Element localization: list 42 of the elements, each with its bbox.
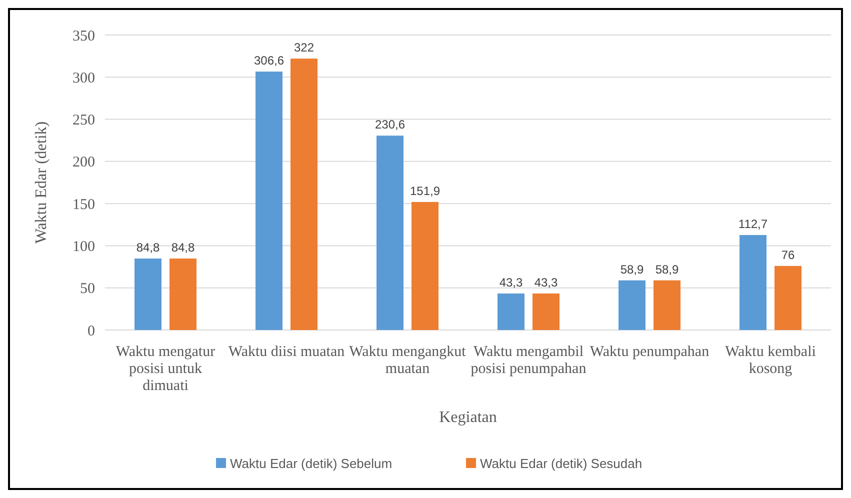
data-label: 112,7 [738, 217, 768, 232]
data-label: 58,9 [655, 262, 679, 276]
bar [532, 294, 560, 330]
y-tick-label: 50 [80, 281, 95, 298]
data-label: 151,9 [410, 184, 440, 198]
x-axis-title: Kegiatan [439, 409, 497, 426]
bar [740, 235, 766, 330]
bar [412, 202, 438, 330]
x-tick-label: Waktu kembali kosong [725, 344, 816, 377]
bar [774, 266, 802, 330]
data-label: 43,3 [499, 276, 523, 290]
x-tick-label: Waktu mengangkut muatan [349, 344, 467, 377]
y-tick-label: 100 [72, 238, 95, 255]
bar [256, 72, 282, 330]
x-tick-label: Waktu penumpahan [590, 344, 710, 360]
bar [290, 58, 318, 330]
y-tick-label: 300 [72, 70, 95, 86]
y-tick-label: 350 [72, 28, 95, 44]
legend-label: Waktu Edar (detik) Sebelum [230, 456, 392, 471]
x-tick-label: Waktu mengambil posisi penumpahan [470, 344, 587, 377]
bar [654, 280, 680, 330]
y-tick-label: 200 [72, 154, 95, 171]
y-tick-label: 0 [88, 323, 95, 340]
data-label: 76 [781, 248, 795, 262]
bar [134, 258, 162, 330]
bar [170, 258, 196, 330]
bar [376, 136, 404, 330]
data-label: 43,3 [534, 276, 558, 290]
legend-label: Waktu Edar (detik) Sesudah [480, 456, 642, 471]
x-tick-label: Waktu mengatur posisi untuk dimuati [116, 344, 216, 394]
y-tick-label: 150 [72, 196, 95, 213]
data-label: 306,6 [254, 54, 284, 68]
x-tick-label: Waktu diisi muatan [228, 344, 346, 360]
data-label: 84,8 [171, 240, 195, 255]
data-label: 230,6 [374, 118, 406, 132]
y-axis-title: Waktu Edar (detik) [33, 121, 50, 244]
data-label: 58,9 [620, 262, 644, 276]
data-label: 322 [294, 40, 314, 55]
bar [618, 280, 646, 330]
y-tick-label: 250 [72, 112, 95, 129]
data-label: 84,8 [136, 240, 160, 255]
bar [498, 294, 524, 330]
